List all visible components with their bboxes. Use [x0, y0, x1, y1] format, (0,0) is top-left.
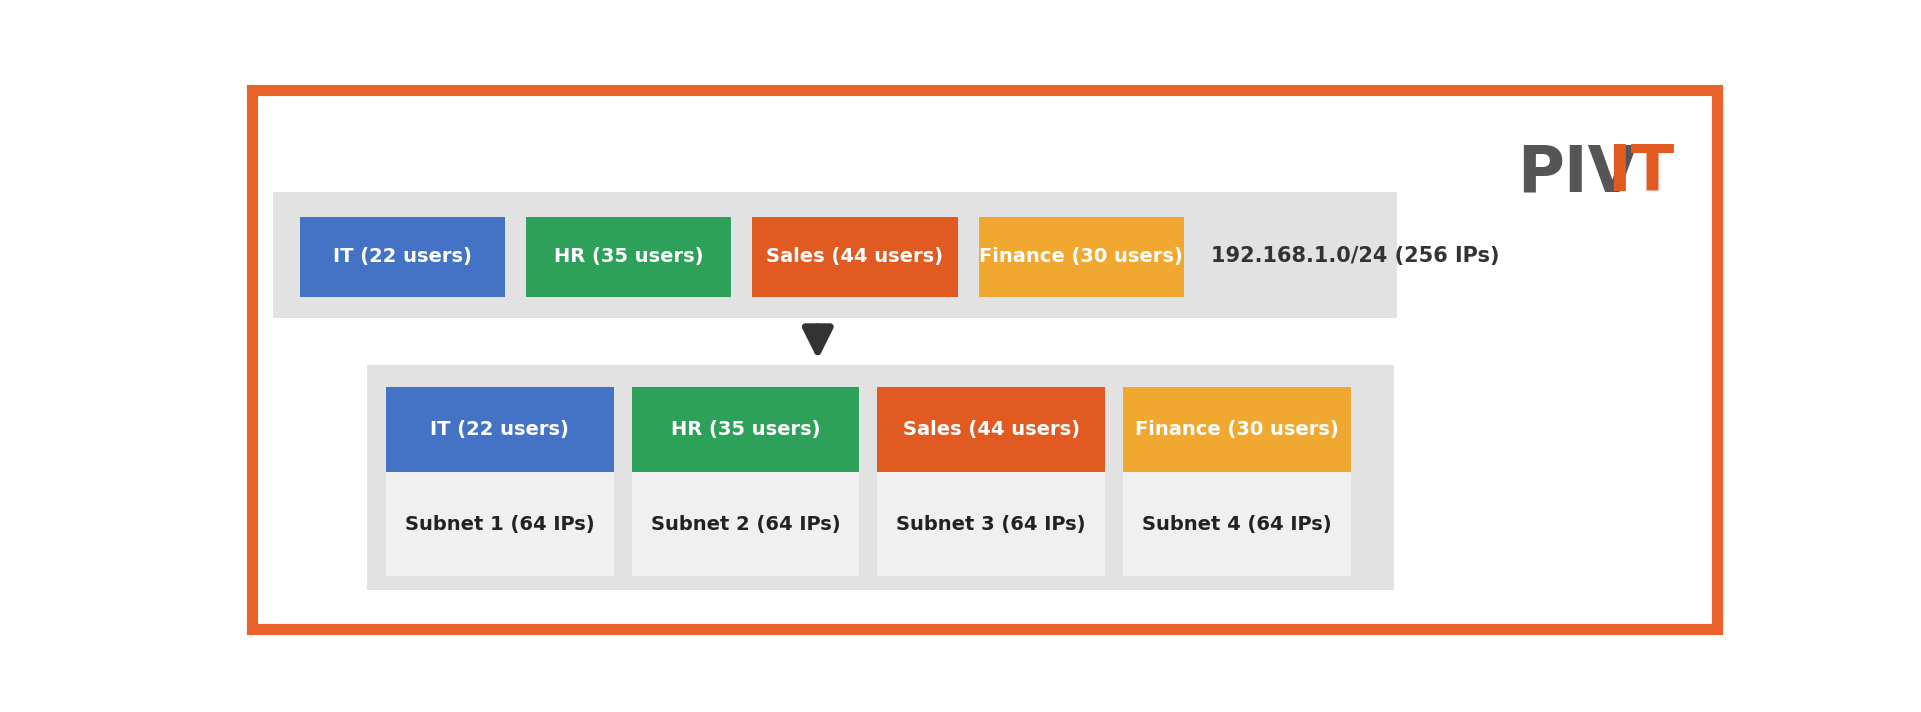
FancyBboxPatch shape: [526, 217, 732, 296]
FancyBboxPatch shape: [878, 387, 1105, 576]
Text: Finance (30 users): Finance (30 users): [980, 247, 1183, 266]
FancyBboxPatch shape: [632, 387, 859, 576]
FancyBboxPatch shape: [386, 387, 615, 472]
FancyBboxPatch shape: [367, 365, 1395, 590]
Text: HR (35 users): HR (35 users): [553, 247, 703, 266]
Text: Subnet 4 (64 IPs): Subnet 4 (64 IPs): [1143, 515, 1331, 533]
FancyBboxPatch shape: [252, 90, 1717, 629]
Text: PIV: PIV: [1518, 142, 1637, 204]
Text: 192.168.1.0/24 (256 IPs): 192.168.1.0/24 (256 IPs): [1210, 246, 1498, 266]
FancyBboxPatch shape: [978, 217, 1183, 296]
Text: Subnet 2 (64 IPs): Subnet 2 (64 IPs): [651, 515, 839, 533]
Text: HR (35 users): HR (35 users): [670, 420, 820, 439]
Text: Sales (44 users): Sales (44 users): [766, 247, 943, 266]
Text: IT (22 users): IT (22 users): [430, 420, 569, 439]
FancyBboxPatch shape: [273, 192, 1397, 318]
Text: IT: IT: [1606, 142, 1673, 204]
FancyBboxPatch shape: [1124, 387, 1350, 576]
FancyBboxPatch shape: [632, 387, 859, 472]
FancyBboxPatch shape: [753, 217, 959, 296]
FancyBboxPatch shape: [300, 217, 505, 296]
FancyBboxPatch shape: [878, 387, 1105, 472]
Text: Finance (30 users): Finance (30 users): [1135, 420, 1339, 439]
FancyBboxPatch shape: [1124, 387, 1350, 472]
Text: Subnet 3 (64 IPs): Subnet 3 (64 IPs): [897, 515, 1085, 533]
Text: IT (22 users): IT (22 users): [332, 247, 473, 266]
Text: Subnet 1 (64 IPs): Subnet 1 (64 IPs): [405, 515, 596, 533]
FancyBboxPatch shape: [386, 387, 615, 576]
Text: Sales (44 users): Sales (44 users): [903, 420, 1080, 439]
